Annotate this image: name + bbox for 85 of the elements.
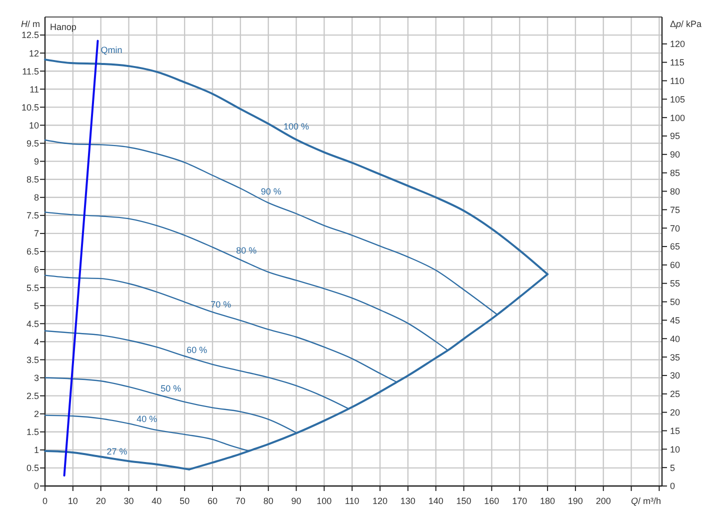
y2-tick-label: 60 <box>670 260 680 270</box>
y-tick-label: 2.5 <box>26 391 39 402</box>
x-tick-label: 190 <box>568 496 583 506</box>
x-tick-label: 20 <box>96 496 106 506</box>
x-tick-label: 40 <box>152 496 162 506</box>
y2-tick-label: 70 <box>670 223 680 234</box>
y-tick-label: 9 <box>34 156 39 167</box>
x-tick-label: 90 <box>291 496 302 506</box>
y2-tick-label: 55 <box>670 278 680 289</box>
x-tick-label: 130 <box>400 496 416 506</box>
series-label: 27 % <box>106 446 128 456</box>
y-axis-title: H/ m <box>21 19 40 29</box>
x-tick-label: 120 <box>372 496 388 506</box>
series-label: 60 % <box>186 344 208 355</box>
y2-tick-label: 75 <box>670 204 680 215</box>
y-tick-label: 7 <box>34 228 39 239</box>
y2-tick-label: 35 <box>670 352 680 362</box>
y2-tick-label: 45 <box>670 315 680 326</box>
x-tick-label: 70 <box>235 496 246 506</box>
y-tick-label: 12 <box>28 48 39 58</box>
series-label: 100 % <box>284 121 310 132</box>
y2-tick-label: 120 <box>670 39 686 50</box>
y-tick-label: 10.5 <box>21 102 39 112</box>
x-axis-title: Q/ m³/h <box>630 496 661 506</box>
series-label: 80 % <box>236 246 257 256</box>
series-label: 90 % <box>260 186 282 197</box>
y2-tick-label: 90 <box>670 150 680 160</box>
y-tick-label: 0.5 <box>26 463 39 474</box>
y-tick-label: 10 <box>28 120 39 130</box>
y2-tick-label: 85 <box>670 168 680 178</box>
x-tick-label: 0 <box>42 496 48 506</box>
series-label: 50 % <box>160 384 182 394</box>
x-tick-label: 150 <box>456 496 472 506</box>
y2-tick-label: 5 <box>670 462 676 473</box>
y2-tick-label: 0 <box>670 481 676 492</box>
y-tick-label: 1 <box>34 445 39 456</box>
y-tick-label: 3.5 <box>26 354 39 365</box>
y-tick-label: 6.5 <box>26 246 39 257</box>
y-tick-label: 4.5 <box>26 318 39 329</box>
x-tick-label: 110 <box>344 496 360 506</box>
y-tick-label: 9.5 <box>26 138 39 148</box>
y2-tick-label: 80 <box>670 186 680 196</box>
y2-tick-label: 20 <box>670 408 680 418</box>
y-tick-label: 1.5 <box>26 427 39 438</box>
y-tick-label: 8 <box>34 192 39 203</box>
y2-tick-label: 65 <box>670 242 680 252</box>
x-tick-label: 200 <box>596 496 611 506</box>
y-tick-label: 0 <box>34 481 39 492</box>
y2-tick-label: 50 <box>670 296 680 307</box>
x-tick-label: 60 <box>208 496 218 506</box>
x-tick-label: 180 <box>540 496 556 506</box>
y2-tick-label: 110 <box>670 76 684 86</box>
y-tick-label: 4 <box>34 336 39 347</box>
series-label: 70 % <box>210 299 232 310</box>
y-tick-label: 6 <box>34 264 39 275</box>
y-tick-label: 8.5 <box>26 174 39 185</box>
y-tick-label: 11.5 <box>22 66 39 76</box>
x-tick-label: 140 <box>428 496 444 506</box>
y-tick-label: 5 <box>34 300 39 311</box>
series-label: Qmin <box>100 44 122 55</box>
y-tick-label: 12.5 <box>21 30 39 40</box>
series-label: 40 % <box>136 414 158 424</box>
y-tick-label: 3 <box>34 372 39 383</box>
x-tick-label: 50 <box>180 496 190 506</box>
y2-tick-label: 30 <box>670 370 680 381</box>
x-tick-label: 100 <box>316 496 332 506</box>
y2-tick-label: 95 <box>670 131 680 142</box>
y-tick-label: 5.5 <box>26 282 39 293</box>
x-tick-label: 80 <box>263 496 274 506</box>
y2-tick-label: 115 <box>670 58 684 68</box>
y2-axis-title: Δp/ kPa <box>670 19 702 29</box>
y2-tick-label: 105 <box>670 94 686 104</box>
x-tick-label: 170 <box>512 496 528 506</box>
y2-tick-label: 15 <box>670 426 680 436</box>
y2-tick-label: 100 <box>670 112 686 123</box>
y2-tick-label: 25 <box>670 389 680 400</box>
annotation: Напор <box>50 22 76 32</box>
x-tick-label: 160 <box>484 496 500 506</box>
y-tick-label: 2 <box>34 409 39 420</box>
y-tick-label: 7.5 <box>26 210 39 221</box>
y2-tick-label: 40 <box>670 334 680 344</box>
y2-tick-label: 10 <box>670 444 680 454</box>
y-tick-label: 11 <box>30 84 39 94</box>
x-tick-label: 30 <box>124 496 134 506</box>
x-tick-label: 10 <box>68 496 78 506</box>
